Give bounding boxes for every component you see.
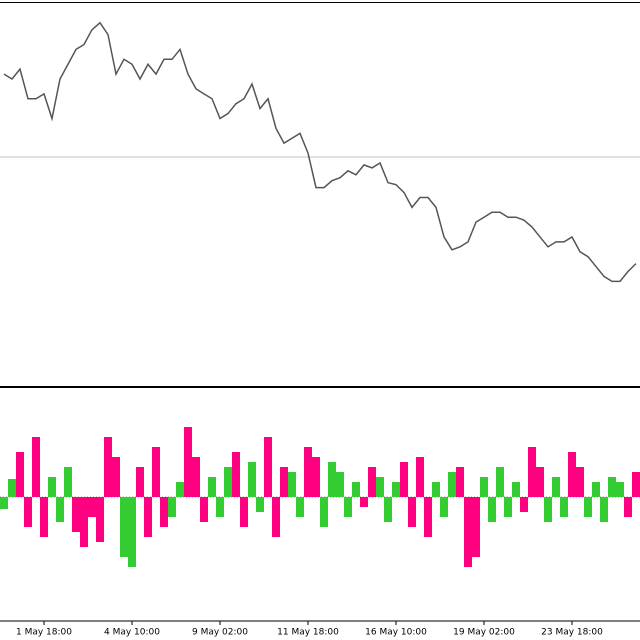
histogram-bar <box>592 482 600 497</box>
histogram-bar <box>232 452 240 497</box>
histogram-bar <box>576 467 584 497</box>
histogram-bar <box>0 497 8 509</box>
histogram-bar <box>520 497 528 512</box>
histogram-bar <box>72 497 80 532</box>
histogram-bar <box>392 482 400 497</box>
price-line <box>3 21 637 283</box>
histogram-bar <box>360 497 368 507</box>
histogram-bar <box>432 482 440 497</box>
histogram-bar <box>384 497 392 522</box>
x-tick-label: 23 May 18:00 <box>541 628 603 638</box>
histogram-bar <box>464 497 472 567</box>
histogram-bar <box>280 467 288 497</box>
histogram-bar <box>600 497 608 522</box>
histogram-bar <box>64 467 72 497</box>
histogram-bar <box>504 497 512 517</box>
histogram-bar <box>544 497 552 522</box>
histogram-bar <box>496 467 504 497</box>
histogram-bar <box>112 457 120 497</box>
histogram-bar <box>16 452 24 497</box>
histogram-bar <box>312 457 320 497</box>
histogram-bar <box>32 437 40 497</box>
histogram-bar <box>248 462 256 497</box>
histogram-bar <box>448 472 456 497</box>
histogram-bar <box>200 497 208 522</box>
histogram-bar <box>48 477 56 497</box>
histogram-bar <box>568 452 576 497</box>
histogram-bar <box>136 467 144 497</box>
x-tick-label: 16 May 10:00 <box>365 628 427 638</box>
histogram-bar <box>336 472 344 497</box>
x-tick-label: 4 May 10:00 <box>104 628 160 638</box>
histogram-bar <box>472 497 480 557</box>
histogram-bar <box>264 437 272 497</box>
histogram-bar <box>192 457 200 497</box>
histogram-bar <box>424 497 432 537</box>
histogram-bar <box>440 497 448 517</box>
histogram-bar <box>320 497 328 527</box>
histogram-bar <box>176 482 184 497</box>
histogram-bar <box>88 497 96 517</box>
histogram-bar <box>296 497 304 517</box>
x-tick-label: 11 May 18:00 <box>277 628 339 638</box>
histogram-bar <box>632 472 640 497</box>
histogram-bar <box>456 467 464 497</box>
histogram-bar <box>400 462 408 497</box>
histogram-bar <box>208 477 216 497</box>
histogram-bar <box>512 482 520 497</box>
histogram-bar <box>344 497 352 517</box>
x-tick-label: 9 May 02:00 <box>192 628 248 638</box>
histogram-bar <box>80 497 88 547</box>
histogram-bar <box>528 447 536 497</box>
histogram-bar <box>352 482 360 497</box>
histogram-bar <box>216 497 224 517</box>
histogram-bar <box>288 472 296 497</box>
histogram-bar <box>104 437 112 497</box>
histogram-bar <box>480 477 488 497</box>
histogram-bar <box>304 447 312 497</box>
histogram-bar <box>8 479 16 497</box>
histogram-bar <box>152 447 160 497</box>
histogram-bar <box>408 497 416 527</box>
histogram-bar <box>552 477 560 497</box>
histogram-bar <box>488 497 496 522</box>
histogram-bar <box>616 482 624 497</box>
x-tick-label: 19 May 02:00 <box>453 628 515 638</box>
histogram-bar <box>368 467 376 497</box>
histogram-bar <box>144 497 152 537</box>
histogram-bar <box>160 497 168 527</box>
x-tick-label: 1 May 18:00 <box>16 628 72 638</box>
histogram-bar <box>40 497 48 537</box>
histogram-bar <box>624 497 632 517</box>
histogram-bar <box>272 497 280 537</box>
histogram-bar <box>256 497 264 512</box>
histogram-bar <box>184 427 192 497</box>
histogram-bar <box>120 497 128 557</box>
histogram-bar <box>128 497 136 567</box>
histogram-bar <box>96 497 104 542</box>
histogram-bar <box>224 467 232 497</box>
histogram-bar <box>536 467 544 497</box>
histogram-bar <box>584 497 592 517</box>
histogram-bar <box>56 497 64 522</box>
histogram-bar <box>376 477 384 497</box>
histogram-bar <box>608 477 616 497</box>
histogram-bar <box>168 497 176 517</box>
histogram-bar <box>328 462 336 497</box>
histogram-bar <box>560 497 568 517</box>
histogram-bar <box>416 457 424 497</box>
histogram-bar <box>240 497 248 527</box>
histogram-bar <box>24 497 32 527</box>
